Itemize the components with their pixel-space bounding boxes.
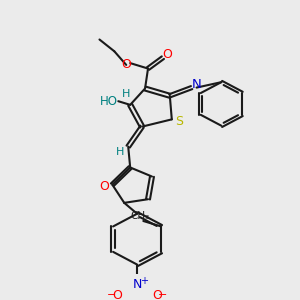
Text: CH₃: CH₃ bbox=[131, 212, 150, 221]
Text: −: − bbox=[158, 290, 168, 299]
Text: −: − bbox=[107, 290, 116, 299]
Text: O: O bbox=[152, 289, 162, 300]
Text: N: N bbox=[192, 78, 201, 92]
Text: N: N bbox=[132, 278, 142, 291]
Text: O: O bbox=[121, 58, 131, 71]
Text: HO: HO bbox=[99, 95, 117, 108]
Text: O: O bbox=[162, 48, 172, 62]
Text: O: O bbox=[100, 180, 110, 193]
Text: S: S bbox=[175, 115, 183, 128]
Text: H: H bbox=[122, 89, 130, 99]
Text: H: H bbox=[116, 147, 124, 157]
Text: O: O bbox=[112, 289, 122, 300]
Text: +: + bbox=[140, 276, 148, 286]
